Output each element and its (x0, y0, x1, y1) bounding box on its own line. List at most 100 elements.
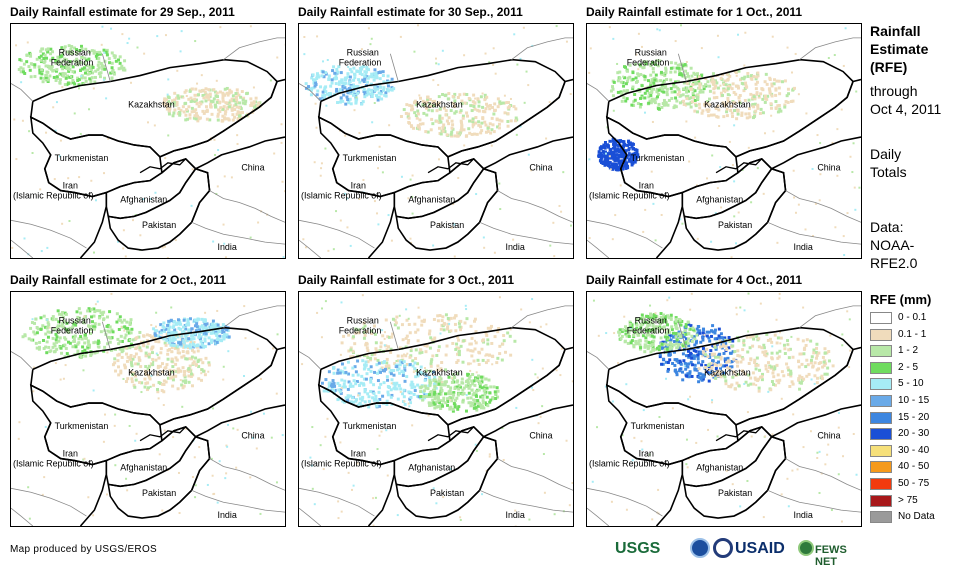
legend-label: 2 - 5 (898, 361, 919, 373)
panel-title: Daily Rainfall estimate for 2 Oct., 2011 (10, 273, 227, 287)
country-label-afghanistan: Afghanistan (120, 194, 167, 204)
country-label-russia2: Federation (339, 326, 382, 336)
legend-label: 50 - 75 (898, 478, 930, 489)
country-label-russia2: Federation (51, 58, 94, 68)
country-label-iran1: Iran (639, 181, 654, 191)
panel-title: Daily Rainfall estimate for 1 Oct., 2011 (586, 5, 803, 19)
country-label-turkmenistan: Turkmenistan (631, 153, 685, 163)
country-label-india: India (217, 510, 236, 520)
data-label: Data: (870, 219, 904, 235)
rfe-title-line3: (RFE) (870, 59, 908, 75)
legend-swatch (870, 511, 892, 524)
country-label-pakistan: Pakistan (718, 488, 752, 498)
country-label-russia2: Federation (627, 326, 670, 336)
country-label-china: China (241, 163, 264, 173)
legend-item: 0.1 - 1 (870, 328, 965, 343)
panel-title: Daily Rainfall estimate for 4 Oct., 2011 (586, 273, 803, 287)
country-label-afghanistan: Afghanistan (696, 194, 743, 204)
legend-item: 10 - 15 (870, 395, 965, 409)
country-label-iran2: (Islamic Republic of) (589, 191, 670, 201)
fews-net-logo: FEWS NET (815, 544, 847, 568)
credit-text: Map produced by USGS/EROS (10, 544, 158, 555)
country-label-china: China (241, 431, 264, 441)
legend-item: 40 - 50 (870, 461, 965, 475)
data-source-1: NOAA- (870, 237, 915, 253)
country-label-iran1: Iran (63, 449, 78, 459)
country-label-china: China (529, 163, 552, 173)
panel-title: Daily Rainfall estimate for 30 Sep., 201… (298, 5, 523, 19)
country-label-kazakhstan: Kazakhstan (416, 367, 463, 377)
legend-label: 10 - 15 (898, 395, 930, 406)
panel-title: Daily Rainfall estimate for 29 Sep., 201… (10, 5, 235, 19)
rfe-title-line2: Estimate (870, 41, 929, 57)
country-label-iran2: (Islamic Republic of) (301, 191, 382, 201)
country-label-india: India (793, 510, 812, 520)
legend-label: > 75 (898, 494, 918, 506)
country-label-kazakhstan: Kazakhstan (704, 367, 751, 377)
rainfall-map: Russian Federation Kazakhstan Turkmenistan C… (298, 23, 574, 259)
legend-swatch (870, 494, 892, 507)
country-label-afghanistan: Afghanistan (408, 462, 455, 472)
legend-swatch (870, 461, 892, 474)
country-label-russia2: Federation (51, 326, 94, 336)
country-label-kazakhstan: Kazakhstan (416, 99, 463, 109)
rainfall-map: Russian Federation Kazakhstan Turkmenistan C… (298, 291, 574, 527)
noaa-icon (690, 538, 710, 558)
legend-swatch (870, 378, 892, 391)
rainfall-map: Russian Federation Kazakhstan Turkmenistan C… (10, 291, 286, 527)
dhs-seal-icon (713, 538, 733, 558)
totals-label: Totals (870, 164, 907, 180)
rainfall-map: Russian Federation Kazakhstan Turkmenistan C… (586, 23, 862, 259)
data-source-2: RFE2.0 (870, 255, 918, 271)
legend-item: 50 - 75 (870, 478, 965, 492)
country-label-turkmenistan: Turkmenistan (343, 153, 397, 163)
country-label-turkmenistan: Turkmenistan (343, 421, 397, 431)
through-date: Oct 4, 2011 (870, 101, 942, 117)
legend-item: 15 - 20 (870, 411, 965, 426)
country-label-iran2: (Islamic Republic of) (13, 191, 94, 201)
country-label-pakistan: Pakistan (142, 488, 176, 498)
legend-swatch (870, 345, 892, 358)
usgs-logo: USGS (615, 540, 661, 557)
legend-swatch (870, 428, 892, 441)
country-label-kazakhstan: Kazakhstan (128, 99, 175, 109)
legend-label: 40 - 50 (898, 461, 930, 473)
country-label-india: India (505, 242, 524, 252)
country-label-russia2: Federation (627, 58, 670, 68)
legend-swatch (870, 312, 892, 324)
country-label-afghanistan: Afghanistan (696, 462, 743, 472)
country-label-pakistan: Pakistan (430, 488, 464, 498)
legend-label: 30 - 40 (898, 444, 930, 456)
country-label-turkmenistan: Turkmenistan (55, 153, 109, 163)
country-label-china: China (817, 431, 840, 441)
country-label-russia2: Federation (339, 58, 382, 68)
legend-label: 5 - 10 (898, 378, 924, 390)
legend-swatch (870, 328, 892, 341)
country-label-russia1: Russian (347, 316, 379, 326)
country-label-turkmenistan: Turkmenistan (631, 421, 685, 431)
legend-label: 15 - 20 (898, 411, 930, 423)
legend-swatch (870, 478, 892, 490)
country-label-russia1: Russian (635, 48, 667, 58)
legend-item: 0 - 0.1 (870, 312, 965, 326)
legend-item: 2 - 5 (870, 361, 965, 376)
country-label-china: China (529, 431, 552, 441)
country-label-iran1: Iran (639, 449, 654, 459)
legend-label: 0 - 0.1 (898, 312, 927, 323)
agency-logos: USGS USAID FEWS NET (615, 538, 865, 568)
country-label-china: China (817, 163, 840, 173)
legend-swatch (870, 444, 892, 457)
legend-item: No Data (870, 511, 965, 525)
daily-label: Daily (870, 146, 902, 162)
country-label-pakistan: Pakistan (142, 220, 176, 230)
legend-item: 20 - 30 (870, 428, 965, 442)
rainfall-map: Russian Federation Kazakhstan Turkmenistan C… (10, 23, 286, 259)
legend-swatch (870, 361, 892, 374)
country-label-kazakhstan: Kazakhstan (128, 367, 175, 377)
through-label: through (870, 83, 918, 99)
country-label-india: India (793, 242, 812, 252)
